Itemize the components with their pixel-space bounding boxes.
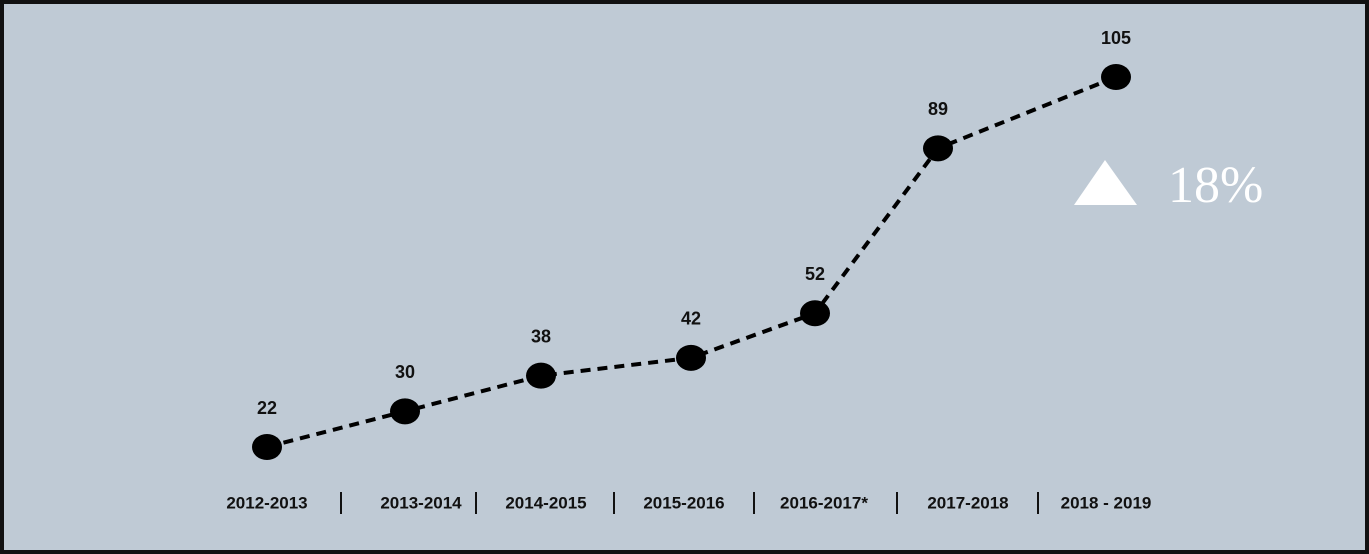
marker xyxy=(1101,64,1131,90)
x-tick-label: 2014-2015 xyxy=(505,493,586,512)
marker xyxy=(252,434,282,460)
data-label: 22 xyxy=(257,398,277,418)
data-label: 42 xyxy=(681,309,701,329)
up-triangle xyxy=(1074,160,1137,205)
marker xyxy=(526,362,556,389)
data-label: 52 xyxy=(805,264,825,284)
data-label: 38 xyxy=(531,326,551,346)
x-tick-label: 2017-2018 xyxy=(927,493,1008,512)
x-tick-label: 2018 - 2019 xyxy=(1061,493,1152,512)
separators xyxy=(340,492,1039,514)
marker xyxy=(390,398,420,425)
annotation: 18% xyxy=(1168,157,1263,214)
data-label: 105 xyxy=(1101,28,1131,48)
data-label: 30 xyxy=(395,362,415,382)
x-tick-label: 2015-2016 xyxy=(643,493,724,512)
data-label: 89 xyxy=(928,99,948,119)
marker xyxy=(923,135,953,162)
marker xyxy=(676,344,706,371)
marker xyxy=(800,300,830,327)
x-tick-label: 2012-2013 xyxy=(226,493,307,512)
x-tick-label: 2016-2017* xyxy=(780,493,868,512)
x-tick-label: 2013-2014 xyxy=(380,493,462,512)
